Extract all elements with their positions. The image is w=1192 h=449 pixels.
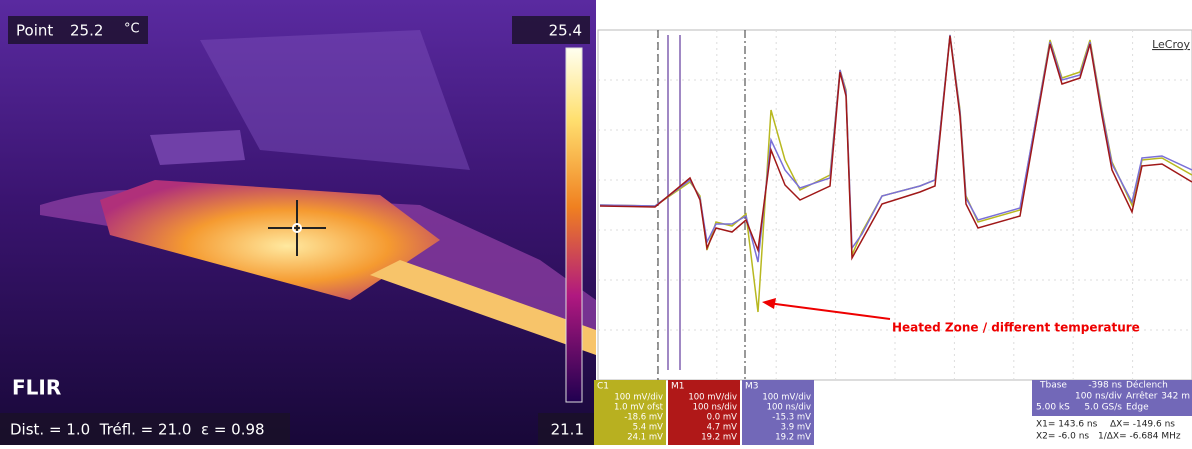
channel-line: 0.0 mV <box>707 413 737 423</box>
channel-line: 5.4 mV <box>633 423 663 433</box>
channel-line: 1.0 mV ofst <box>614 403 664 413</box>
tb-rate: 5.0 GS/s <box>1084 403 1122 413</box>
color-scale <box>566 48 582 402</box>
thermal-view: Point 25.2 °C 25.4 FLIR Dist. = 1.0 Tréf… <box>0 0 596 445</box>
channel-line: 3.9 mV <box>781 423 811 433</box>
annotation: Heated Zone / different temperature <box>892 321 1140 335</box>
tb-div: 100 ns/div <box>1075 392 1123 402</box>
tb-mode: Edge <box>1126 403 1149 413</box>
cursor-x1: X1= 143.6 ns <box>1036 420 1098 430</box>
tb-delay: -398 ns <box>1088 381 1122 391</box>
cursor-dx: ΔX= -149.6 ns <box>1110 420 1175 430</box>
cursor-inv: 1/ΔX= -6.684 MHz <box>1098 432 1181 442</box>
scope-view: LeCroy Heated Zone / different temperatu… <box>594 30 1192 445</box>
scale-max: 25.4 <box>549 22 582 40</box>
unit: °C <box>124 22 140 37</box>
brand: FLIR <box>12 376 61 400</box>
channel-line: -15.3 mV <box>772 413 811 423</box>
scale-min: 21.1 <box>551 421 584 439</box>
channel-line: 24.1 mV <box>627 433 663 443</box>
channel-line: 100 ns/div <box>767 403 811 413</box>
channel-line: 100 mV/div <box>762 393 811 403</box>
channel-name: M3 <box>745 382 759 392</box>
scope-brand: LeCroy <box>1152 38 1190 51</box>
timebase-panel: Tbase -398 ns Déclench 100 ns/div Arrête… <box>1032 380 1192 442</box>
channel-line: 19.2 mV <box>701 433 737 443</box>
channel-name: C1 <box>597 382 609 392</box>
table <box>150 130 245 165</box>
tb-samples: 5.00 kS <box>1036 403 1070 413</box>
channel-line: 4.7 mV <box>707 423 737 433</box>
channel-line: 100 ns/div <box>693 403 737 413</box>
cursor-x2: X2= -6.0 ns <box>1036 432 1089 442</box>
tb-level: 342 m <box>1161 392 1190 402</box>
channel-name: M1 <box>671 382 685 392</box>
channel-line: 19.2 mV <box>775 433 811 443</box>
tb-trigger: Déclench <box>1126 380 1168 391</box>
tb-stop: Arrêter <box>1126 391 1158 402</box>
tb-label: Tbase <box>1039 381 1067 391</box>
channel-line: 100 mV/div <box>688 393 737 403</box>
channel-line: 100 mV/div <box>614 393 663 403</box>
params: Dist. = 1.0 Tréfl. = 21.0 ε = 0.98 <box>10 421 265 439</box>
page: Point 25.2 °C 25.4 FLIR Dist. = 1.0 Tréf… <box>0 0 1192 445</box>
channel-line: -18.6 mV <box>624 413 663 423</box>
spot-value: 25.2 <box>70 22 103 40</box>
screenshot: Point 25.2 °C 25.4 FLIR Dist. = 1.0 Tréf… <box>0 0 1192 445</box>
spot-label: Point <box>16 22 53 40</box>
